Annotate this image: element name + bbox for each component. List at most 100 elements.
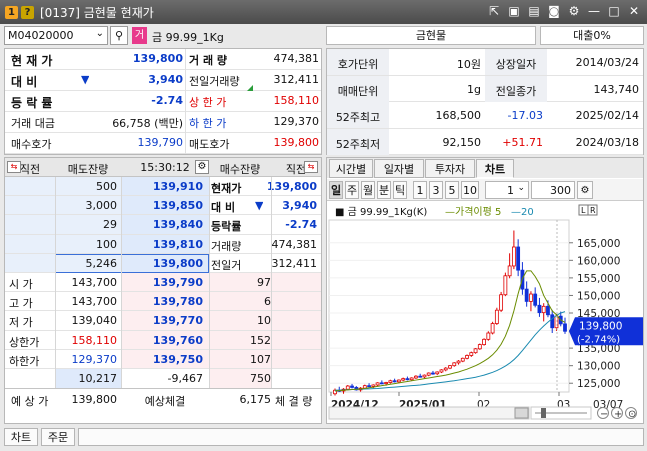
search-icon[interactable]: ⚲ bbox=[110, 26, 128, 45]
window-number-badge[interactable]: 1 bbox=[5, 5, 18, 19]
bid-qty[interactable]: 107 bbox=[250, 352, 271, 366]
minimize-icon[interactable]: — bbox=[588, 4, 600, 18]
candle-body bbox=[460, 357, 465, 362]
market-tag: 거 bbox=[132, 27, 147, 44]
maximize-icon[interactable]: □ bbox=[608, 4, 620, 18]
scale-btn-1[interactable] bbox=[587, 204, 598, 216]
chart-button[interactable]: 차트 bbox=[4, 428, 38, 446]
close-icon[interactable]: ✕ bbox=[628, 4, 640, 18]
ask-price[interactable]: 139,800 bbox=[152, 256, 203, 270]
zoom-slider-handle[interactable] bbox=[541, 408, 546, 418]
candle-body bbox=[494, 309, 499, 324]
info-diff: -17.03 bbox=[507, 109, 543, 122]
zoom-out-icon-glyph: − bbox=[600, 409, 608, 420]
summary-value-2: 474,381 bbox=[273, 52, 320, 65]
period-btn-1[interactable]: 주 bbox=[345, 181, 359, 199]
candlestick-chart[interactable]: ■ 금 99.99_1Kg(K) —가격이평 5 —20 L R 165,000 160,0… bbox=[327, 202, 643, 423]
ask-qty[interactable]: 500 bbox=[96, 180, 117, 193]
header-bid-qty: 매수잔량 bbox=[219, 163, 261, 176]
chart-svg: ■ 금 99.99_1Kg(K) —가격이평 5 —20 L R 165,000 160,0… bbox=[327, 202, 643, 423]
settings-icon[interactable]: ⚙ bbox=[577, 181, 593, 199]
ask-price[interactable]: 139,850 bbox=[152, 199, 203, 213]
y-tick-label: 135,000 bbox=[577, 343, 620, 355]
order-button[interactable]: 주문 bbox=[41, 428, 75, 446]
divider bbox=[185, 49, 186, 154]
ask-price[interactable]: 139,840 bbox=[152, 218, 203, 232]
camera-icon[interactable]: ◙ bbox=[548, 4, 560, 18]
window-title: [0137] 금현물 현재가 bbox=[40, 5, 154, 20]
candle-body bbox=[486, 332, 491, 340]
ask-price[interactable]: 139,810 bbox=[152, 237, 203, 251]
reset-icon[interactable] bbox=[625, 407, 637, 419]
info-value: 1g bbox=[467, 82, 481, 96]
zoom-in-icon[interactable] bbox=[611, 407, 623, 419]
candle-body bbox=[533, 293, 538, 306]
candle-body bbox=[537, 304, 542, 314]
candle-body bbox=[507, 265, 512, 277]
instrument-name: 금 99.99_1Kg bbox=[150, 26, 320, 45]
y-tick-label: 165,000 bbox=[577, 238, 620, 250]
swap-icon[interactable]: ⇆ bbox=[7, 161, 21, 173]
bid-price[interactable]: 139,790 bbox=[152, 276, 203, 289]
period-btn-7[interactable]: 5 bbox=[445, 181, 459, 199]
print-icon[interactable]: ▤ bbox=[528, 4, 540, 18]
ask-qty[interactable]: 100 bbox=[96, 237, 117, 251]
row-line bbox=[5, 291, 321, 293]
bid-price[interactable]: 139,750 bbox=[152, 352, 203, 366]
info-label-bg bbox=[327, 128, 389, 155]
period-btn-8[interactable]: 10 bbox=[461, 181, 479, 199]
chart-scrollbar[interactable] bbox=[328, 406, 530, 420]
bid-price[interactable]: 139,760 bbox=[152, 333, 203, 347]
tab-3[interactable]: 차트 bbox=[476, 159, 514, 178]
ask-qty[interactable]: 5,246 bbox=[85, 256, 118, 270]
period-btn-0[interactable]: 일 bbox=[329, 181, 343, 199]
bid-price[interactable]: 139,780 bbox=[152, 295, 203, 309]
tab-0[interactable]: 시간별 bbox=[329, 159, 373, 178]
zoom-in-icon-glyph: + bbox=[614, 409, 622, 420]
candle-body bbox=[367, 385, 371, 388]
candle-body bbox=[546, 305, 550, 316]
period-btn-5[interactable]: 1 bbox=[413, 181, 427, 199]
ask-qty[interactable]: 3,000 bbox=[85, 199, 118, 213]
tab-1[interactable]: 일자별 bbox=[374, 159, 424, 178]
link-icon[interactable]: ⇱ bbox=[488, 4, 500, 18]
swap-icon[interactable]: ⇆ bbox=[304, 161, 318, 173]
ask-total: 10,217 bbox=[78, 372, 118, 385]
bid-price-bg bbox=[121, 273, 209, 369]
period-btn-4[interactable]: 틱 bbox=[393, 181, 407, 199]
ma20-line bbox=[334, 311, 566, 391]
help-icon[interactable]: ? bbox=[21, 5, 34, 19]
settings-icon[interactable]: ⚙ bbox=[195, 160, 209, 174]
info-value-2: 2025/02/14 bbox=[575, 109, 639, 122]
period-btn-2[interactable]: 월 bbox=[361, 181, 375, 199]
status-bar bbox=[78, 428, 644, 446]
ask-price[interactable]: 139,910 bbox=[152, 180, 203, 193]
ask-qty[interactable]: 29 bbox=[103, 218, 117, 232]
bid-qty[interactable]: 10 bbox=[257, 314, 271, 328]
legend-name: ■ 금 99.99_1Kg(K) bbox=[335, 206, 427, 218]
candle-body bbox=[465, 355, 469, 359]
copy-icon[interactable]: ▣ bbox=[508, 4, 520, 18]
period-btn-6[interactable]: 3 bbox=[429, 181, 443, 199]
period-btn-3[interactable]: 분 bbox=[377, 181, 391, 199]
settings-icon[interactable]: ⚙ bbox=[568, 4, 580, 18]
summary-label: 매수호가 bbox=[11, 138, 52, 151]
bid-qty[interactable]: 152 bbox=[250, 333, 271, 347]
zoom-out-icon[interactable] bbox=[597, 407, 609, 419]
bid-qty[interactable]: 6 bbox=[264, 295, 271, 309]
price-summary-panel: 현 재 가 139,800 거 래 량 474,381 대 비 ▼ 3,940 전일거래량 31… bbox=[4, 48, 322, 155]
info-label-bg bbox=[485, 49, 547, 75]
bars-input[interactable]: 300 bbox=[531, 181, 575, 199]
ask-info-value: 139,800 bbox=[266, 180, 317, 193]
down-arrow-icon: ▼ bbox=[255, 199, 264, 213]
scroll-right-button[interactable] bbox=[514, 407, 529, 419]
bid-info-label: 하한가 bbox=[9, 354, 40, 368]
bid-price[interactable]: 139,770 bbox=[152, 314, 203, 328]
bid-qty[interactable]: 97 bbox=[257, 276, 271, 289]
count-select-value: 1 bbox=[507, 183, 514, 197]
expected-label-3: 체 결 량 bbox=[275, 395, 313, 409]
tab-2[interactable]: 투자자 bbox=[425, 159, 475, 178]
summary-row: 대 비 ▼ 3,940 전일거래량 312,411 bbox=[5, 70, 321, 91]
count-select[interactable]: 1 ⌄ bbox=[485, 181, 529, 199]
code-select[interactable]: M04020000 ⌄ bbox=[4, 26, 108, 45]
